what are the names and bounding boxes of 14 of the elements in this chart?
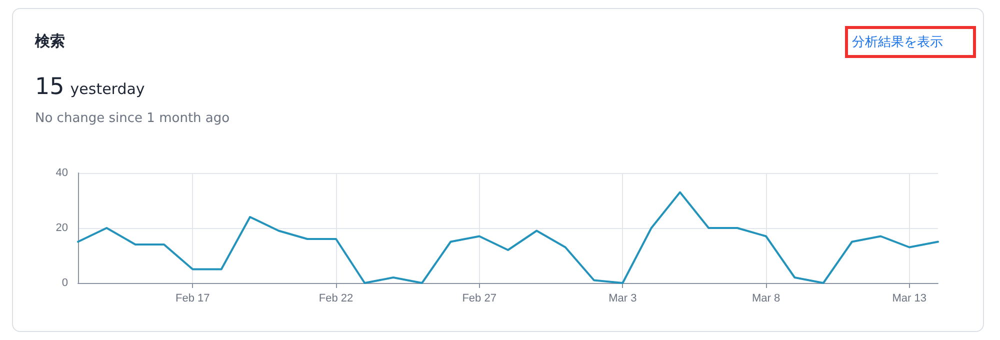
y-tick-label: 20 (56, 222, 68, 234)
x-tick-label: Feb 17 (176, 292, 210, 304)
text: 分析結果を表示 (852, 34, 943, 51)
x-tick-label: Mar 8 (752, 292, 780, 304)
chart-subtitle: No change since 1 month ago (35, 111, 230, 126)
text: yesterday (70, 80, 145, 98)
x-tick-label: Mar 3 (608, 292, 637, 304)
y-tick-label: 40 (56, 167, 68, 179)
x-tick-label: Mar 13 (892, 292, 926, 304)
y-tick-label: 0 (62, 277, 68, 289)
chart-title: 検索 (35, 32, 65, 51)
x-tick-label: Feb 22 (318, 292, 354, 304)
text: 15 (35, 74, 64, 100)
x-tick-label: Feb 27 (462, 292, 496, 304)
